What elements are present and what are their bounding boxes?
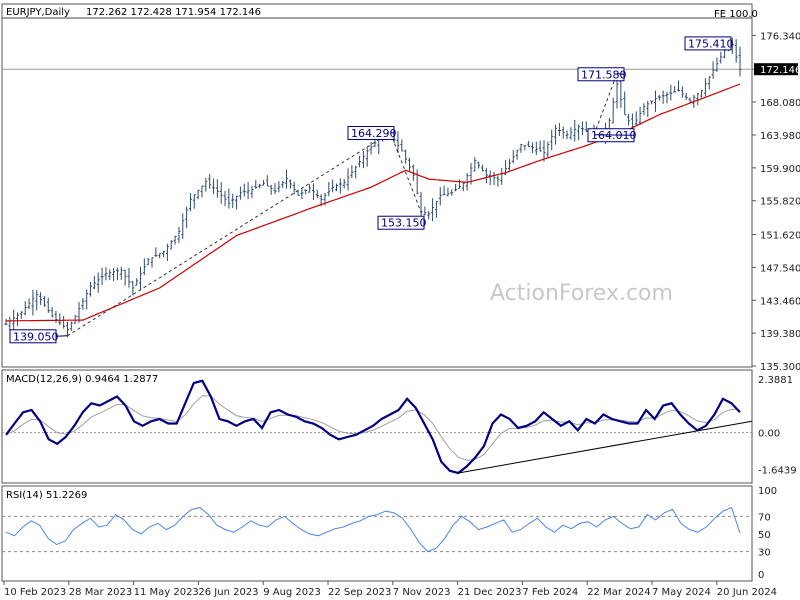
price-layer: 139.050 164.290 153.150 171.580 164.010 175.4… [2, 17, 752, 344]
macd-y-label: 2.3881 [758, 375, 793, 386]
x-tick-label: 22 Mar 2024 [587, 587, 650, 598]
price-annotation-leader [730, 42, 733, 44]
price-annotation-label: 139.050 [13, 330, 59, 343]
main-panel [1, 3, 753, 368]
macd-layer: 2.3881 0.00 -1.6439 [2, 375, 797, 476]
chart-ohlc: 172.262 172.428 171.954 172.146 [86, 7, 261, 18]
macd-panel [1, 369, 753, 484]
swing-line-dashed [389, 132, 426, 223]
rsi-line [5, 506, 741, 553]
x-tick-label: 10 Feb 2023 [4, 587, 66, 598]
x-tick-label: 7 Nov 2023 [393, 587, 451, 598]
current-price-badge [754, 63, 798, 76]
current-price-label: 172.146 [760, 65, 800, 76]
x-tick-label: 20 Jun 2024 [717, 587, 777, 598]
rsi-y-label: 50 [758, 530, 771, 541]
y-tick-label: 159.900 [760, 164, 800, 175]
macd-y-label: -1.6439 [758, 465, 797, 476]
fe-label: FE 100.0 [714, 9, 758, 20]
rsi-title: RSI(14) 51.2269 [6, 490, 87, 501]
macd-trendline [458, 420, 753, 474]
axis-layer: 176.340 172.146 168.080 163.980 159.900 155.8… [3, 31, 800, 598]
x-tick-label: 21 Dec 2023 [458, 587, 522, 598]
rsi-y-label: 30 [758, 548, 771, 559]
price-annotation-label: 171.580 [581, 68, 627, 81]
x-tick-label: 7 May 2024 [652, 587, 711, 598]
y-tick-label: 151.620 [760, 231, 800, 242]
price-annotation-label: 164.010 [591, 129, 637, 142]
price-annotation-label: 153.150 [381, 217, 427, 230]
swing-line-dashed [593, 73, 618, 135]
chart-symbol: EURJPY,Daily [6, 7, 70, 18]
y-tick-label: 135.300 [760, 362, 800, 373]
price-annotation-leader [390, 131, 395, 134]
watermark: ActionForex.com [490, 281, 673, 306]
x-tick-label: 11 May 2023 [134, 587, 199, 598]
x-tick-label: 28 Mar 2023 [69, 587, 132, 598]
rsi-y-label: 0 [758, 570, 764, 581]
y-tick-label: 147.540 [760, 263, 800, 274]
rsi-y-label: 70 [758, 512, 771, 523]
macd-line [5, 379, 741, 475]
price-annotation-leader [616, 73, 625, 75]
price-annotation-label: 164.290 [351, 127, 397, 140]
macd-title: MACD(12,26,9) 0.9464 1.2877 [6, 374, 158, 385]
rsi-layer: 100 70 50 30 0 [2, 486, 777, 581]
macd-y-label: 0.00 [758, 429, 780, 440]
price-annotation-leader [423, 221, 426, 224]
rsi-panel [1, 485, 753, 582]
y-tick-label: 176.340 [760, 31, 800, 42]
x-tick-label: 9 Aug 2023 [263, 587, 321, 598]
x-tick-label: 22 Sep 2023 [328, 587, 391, 598]
y-tick-label: 143.460 [760, 296, 800, 307]
rsi-y-label: 100 [758, 486, 777, 497]
y-tick-label: 168.080 [760, 98, 800, 109]
price-annotation-leader [55, 335, 68, 337]
x-tick-label: 26 Jun 2023 [198, 587, 258, 598]
y-tick-label: 155.820 [760, 197, 800, 208]
y-tick-label: 139.380 [760, 329, 800, 340]
price-annotation-leader [593, 134, 635, 136]
y-tick-label: 163.980 [760, 131, 800, 142]
x-tick-label: 7 Feb 2024 [522, 587, 578, 598]
price-annotation-label: 175.410 [688, 37, 734, 50]
